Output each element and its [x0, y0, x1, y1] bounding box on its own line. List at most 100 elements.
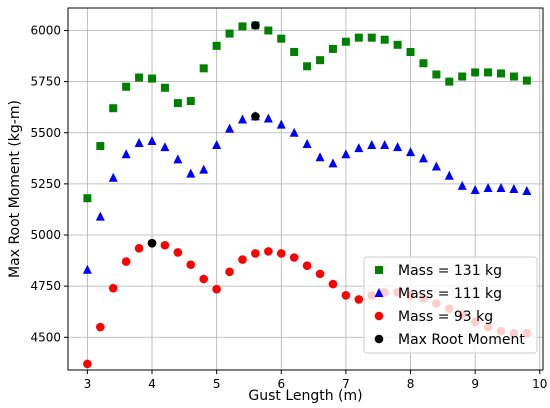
- data-point: [108, 283, 118, 293]
- data-point: [96, 322, 105, 332]
- data-point: [199, 274, 209, 284]
- data-point: [496, 69, 505, 78]
- data-point: [367, 140, 377, 150]
- y-axis-label: Max Root Moment (kg-m): [7, 100, 23, 278]
- data-point: [354, 295, 364, 304]
- data-point: [212, 284, 221, 294]
- data-point: [341, 291, 351, 300]
- data-point: [276, 119, 286, 129]
- x-tick-label: 4: [148, 377, 156, 391]
- y-tick-label: 5000: [30, 228, 61, 242]
- data-point: [173, 154, 183, 164]
- data-point: [109, 104, 118, 113]
- data-point: [303, 62, 312, 71]
- data-point: [186, 168, 196, 178]
- x-tick-label: 6: [277, 377, 285, 391]
- data-point: [251, 21, 260, 30]
- data-point: [251, 112, 260, 121]
- data-point: [315, 152, 325, 162]
- data-point: [380, 140, 390, 150]
- legend-label: Mass = 131 kg: [398, 263, 502, 279]
- data-point: [418, 153, 428, 163]
- data-point: [83, 194, 92, 203]
- data-point: [225, 29, 234, 38]
- x-tick-label: 8: [407, 377, 415, 391]
- y-tick-label: 6000: [30, 23, 61, 37]
- data-point: [315, 269, 325, 279]
- data-point: [457, 180, 467, 190]
- data-point: [419, 59, 428, 68]
- data-point: [264, 26, 273, 35]
- data-point: [444, 170, 454, 180]
- data-point: [522, 76, 531, 85]
- data-point: [199, 64, 208, 73]
- legend-item: Max Root Moment: [374, 332, 525, 348]
- data-point: [134, 244, 144, 253]
- data-point: [302, 261, 312, 270]
- data-point: [264, 247, 273, 256]
- data-point: [509, 184, 519, 193]
- data-point: [289, 127, 299, 137]
- data-point: [96, 142, 105, 151]
- x-tick-label: 5: [213, 377, 221, 391]
- data-point: [471, 68, 480, 77]
- data-point: [496, 182, 506, 192]
- x-tick-label: 9: [471, 377, 479, 391]
- data-point: [160, 83, 169, 92]
- data-point: [122, 82, 131, 91]
- data-point: [470, 185, 480, 195]
- legend-marker: [374, 288, 384, 297]
- data-point: [83, 359, 92, 369]
- data-point: [289, 253, 299, 262]
- data-point: [316, 56, 325, 65]
- data-point: [147, 238, 157, 248]
- legend-item: Mass = 93 kg: [374, 309, 493, 325]
- data-point: [108, 172, 118, 182]
- data-point: [406, 147, 416, 157]
- data-point: [199, 164, 209, 174]
- data-point: [484, 68, 493, 77]
- y-tick-label: 5250: [30, 177, 61, 191]
- data-point: [354, 33, 363, 42]
- data-point: [82, 264, 92, 274]
- data-point: [225, 123, 235, 133]
- data-point: [160, 240, 170, 250]
- data-point: [483, 182, 493, 192]
- series-0: [83, 21, 531, 203]
- y-tick-label: 4500: [30, 330, 61, 344]
- data-point: [186, 260, 196, 269]
- legend-marker: [374, 311, 384, 321]
- legend-item: Mass = 111 kg: [374, 286, 502, 302]
- data-point: [328, 158, 338, 168]
- legend-marker: [374, 334, 384, 344]
- series-3: [147, 21, 260, 248]
- data-point: [509, 72, 518, 81]
- data-point: [263, 113, 273, 123]
- data-point: [212, 41, 221, 50]
- data-point: [341, 37, 350, 46]
- data-point: [237, 114, 247, 124]
- data-point: [173, 99, 182, 108]
- data-point: [431, 161, 441, 171]
- data-point: [95, 211, 105, 221]
- x-axis-label: Gust Length (m): [248, 388, 362, 404]
- data-point: [173, 248, 183, 257]
- y-tick-label: 4750: [30, 279, 61, 293]
- data-point: [393, 142, 403, 152]
- data-point: [302, 139, 312, 149]
- data-point: [367, 33, 376, 42]
- data-point: [328, 44, 337, 53]
- data-point: [290, 47, 299, 56]
- legend-marker: [375, 266, 383, 274]
- y-tick-label: 5500: [30, 126, 61, 140]
- data-point: [354, 143, 364, 153]
- series-1: [82, 111, 532, 274]
- data-point: [251, 249, 260, 258]
- grid: [68, 8, 543, 370]
- data-point: [134, 137, 144, 147]
- data-point: [445, 77, 454, 86]
- legend: Mass = 131 kg Mass = 111 kg Mass = 93 kg Ma…: [363, 256, 538, 354]
- legend-item: Mass = 131 kg: [375, 263, 502, 279]
- data-point: [380, 35, 389, 44]
- x-tick-label: 10: [532, 377, 547, 391]
